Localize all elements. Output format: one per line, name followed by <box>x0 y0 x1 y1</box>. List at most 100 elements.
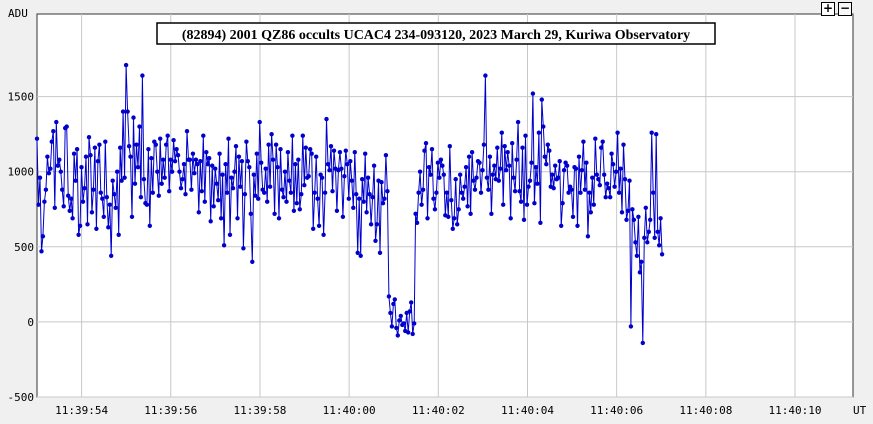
data-point <box>634 253 640 258</box>
data-point <box>60 187 65 192</box>
data-point <box>89 210 95 215</box>
data-point <box>630 207 635 212</box>
data-point <box>321 232 326 237</box>
data-point <box>172 159 178 164</box>
data-point <box>364 210 369 215</box>
data-point <box>449 198 454 203</box>
data-point <box>294 201 299 206</box>
data-point <box>440 163 445 168</box>
data-point <box>575 223 580 228</box>
data-point <box>276 216 282 221</box>
data-point <box>431 196 436 201</box>
data-point <box>184 129 190 134</box>
data-point <box>395 333 400 338</box>
data-point <box>591 202 596 207</box>
data-point <box>328 144 334 149</box>
data-point <box>422 148 427 153</box>
data-point <box>472 187 478 192</box>
data-point <box>610 162 616 167</box>
data-point <box>204 150 209 155</box>
data-point <box>365 175 371 180</box>
zoom-out-button[interactable]: − <box>838 1 852 16</box>
data-point <box>444 190 449 195</box>
data-point <box>397 318 402 323</box>
data-point <box>379 180 384 185</box>
data-point <box>501 202 506 207</box>
data-point <box>259 160 264 165</box>
data-point <box>413 211 418 216</box>
data-point <box>437 175 442 180</box>
data-point <box>599 145 604 150</box>
data-point <box>115 169 120 174</box>
data-point <box>288 190 294 195</box>
data-point <box>486 187 491 192</box>
data-point <box>401 321 406 326</box>
data-point <box>132 181 138 186</box>
data-point <box>639 259 644 264</box>
data-point <box>207 156 212 161</box>
data-point <box>147 223 152 228</box>
data-point <box>214 181 219 186</box>
data-point <box>69 196 74 201</box>
data-point <box>100 196 105 201</box>
data-point <box>600 139 605 144</box>
data-point <box>627 178 632 183</box>
data-point <box>70 216 75 221</box>
data-point <box>138 195 144 200</box>
data-point <box>196 210 201 215</box>
data-point <box>242 192 248 197</box>
data-point <box>322 190 328 195</box>
data-point <box>474 175 479 180</box>
data-point <box>649 130 654 135</box>
data-point <box>358 253 363 258</box>
zoom-in-button[interactable]: + <box>821 1 835 16</box>
data-point <box>254 151 259 156</box>
data-point <box>155 169 160 174</box>
data-point <box>316 223 322 228</box>
data-point <box>91 187 96 192</box>
data-point <box>406 330 411 335</box>
x-axis-label: UT <box>853 404 867 417</box>
data-point <box>346 196 351 201</box>
data-point <box>251 172 256 177</box>
data-point <box>613 169 619 174</box>
data-point <box>64 124 69 129</box>
data-point <box>367 192 372 197</box>
data-point <box>297 207 302 212</box>
data-point <box>217 151 222 156</box>
data-point <box>226 136 231 141</box>
data-point <box>560 201 565 206</box>
data-point <box>51 129 56 134</box>
data-point <box>340 214 346 219</box>
data-point <box>140 73 145 78</box>
data-point <box>453 177 458 182</box>
data-point <box>654 132 659 137</box>
data-point <box>303 145 308 150</box>
data-point <box>561 168 567 173</box>
data-point <box>76 232 81 237</box>
data-point <box>190 151 196 156</box>
data-point <box>169 169 175 174</box>
data-point <box>71 151 77 156</box>
data-point <box>208 219 213 224</box>
data-point <box>92 145 98 150</box>
series-layer <box>34 62 665 346</box>
data-point <box>633 240 638 245</box>
x-tick-label: 11:40:02 <box>412 404 465 417</box>
data-point <box>94 226 99 231</box>
data-point <box>523 133 528 138</box>
data-point <box>628 324 634 329</box>
data-point <box>527 178 533 183</box>
data-point <box>183 192 188 197</box>
data-point <box>487 154 493 159</box>
data-point <box>608 195 613 200</box>
data-point <box>164 142 169 147</box>
x-tick-label: 11:39:56 <box>144 404 197 417</box>
data-point <box>622 177 628 182</box>
data-point <box>357 196 362 201</box>
data-point <box>383 153 389 158</box>
data-point <box>178 186 184 191</box>
data-point <box>46 171 52 176</box>
data-point <box>192 171 197 176</box>
data-point <box>410 331 415 337</box>
